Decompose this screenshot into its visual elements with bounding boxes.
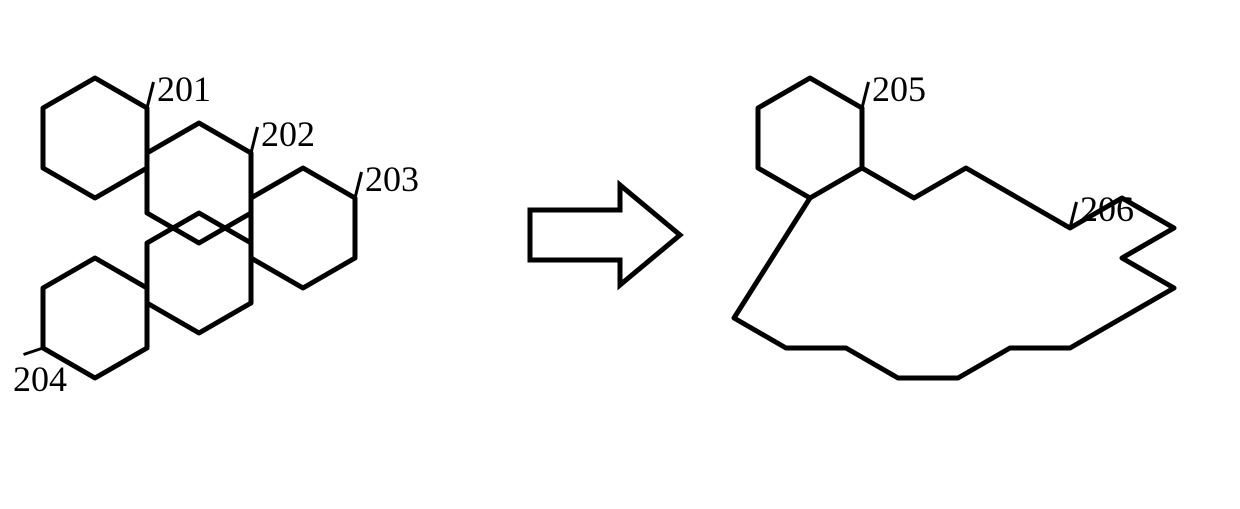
label-204-leader	[24, 348, 44, 355]
label-201: 201	[157, 68, 211, 110]
label-206: 206	[1080, 188, 1134, 230]
label-202: 202	[261, 113, 315, 155]
label-205: 205	[872, 68, 926, 110]
hex-205	[758, 78, 862, 198]
hex-202	[147, 123, 251, 243]
label-205-leader	[862, 82, 869, 108]
diagram-root: 201 202 203 204 205 206	[0, 0, 1240, 509]
transform-arrow	[530, 185, 680, 285]
label-202-leader	[251, 127, 258, 153]
label-203: 203	[365, 158, 419, 200]
hex-inner	[147, 213, 251, 333]
hex-203	[251, 168, 355, 288]
label-203-leader	[355, 172, 362, 198]
label-204: 204	[13, 358, 67, 400]
hex-201	[43, 78, 147, 198]
label-201-leader	[147, 82, 154, 108]
